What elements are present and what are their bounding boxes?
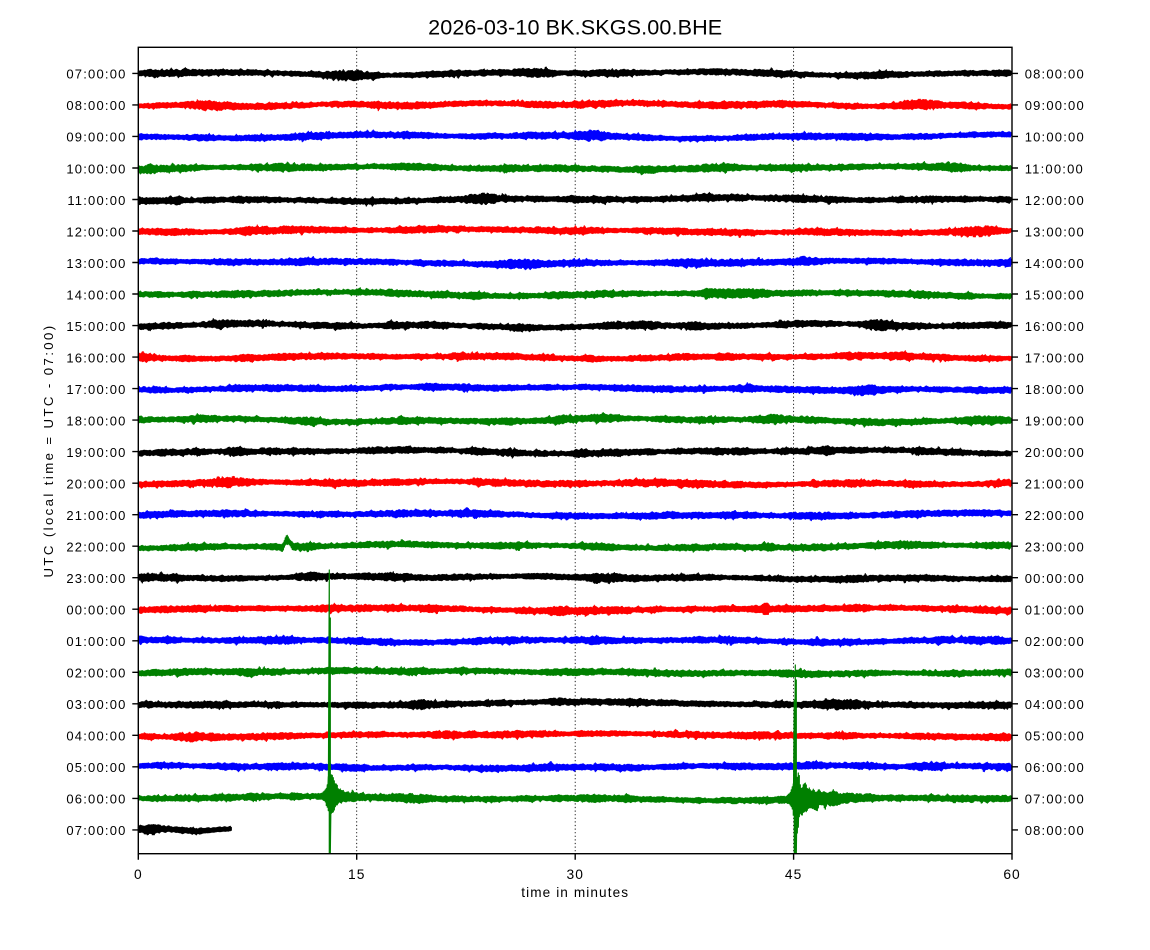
svg-text:45: 45 xyxy=(785,867,802,882)
svg-text:11:00:00: 11:00:00 xyxy=(1025,161,1084,176)
svg-text:03:00:00: 03:00:00 xyxy=(1025,666,1085,681)
svg-text:14:00:00: 14:00:00 xyxy=(1025,256,1085,271)
svg-text:17:00:00: 17:00:00 xyxy=(1025,350,1085,365)
svg-text:2026-03-10 BK.SKGS.00.BHE: 2026-03-10 BK.SKGS.00.BHE xyxy=(428,15,722,40)
svg-text:06:00:00: 06:00:00 xyxy=(1025,760,1085,775)
svg-text:19:00:00: 19:00:00 xyxy=(1025,413,1085,428)
svg-text:05:00:00: 05:00:00 xyxy=(66,760,126,775)
svg-text:21:00:00: 21:00:00 xyxy=(66,508,126,523)
svg-text:08:00:00: 08:00:00 xyxy=(1025,67,1085,82)
svg-text:17:00:00: 17:00:00 xyxy=(66,382,126,397)
svg-text:18:00:00: 18:00:00 xyxy=(1025,382,1085,397)
svg-text:13:00:00: 13:00:00 xyxy=(66,256,126,271)
svg-text:02:00:00: 02:00:00 xyxy=(66,666,126,681)
svg-text:03:00:00: 03:00:00 xyxy=(66,697,126,712)
svg-text:18:00:00: 18:00:00 xyxy=(66,413,126,428)
svg-text:13:00:00: 13:00:00 xyxy=(1025,224,1085,239)
svg-text:02:00:00: 02:00:00 xyxy=(1025,634,1085,649)
svg-text:30: 30 xyxy=(567,867,584,882)
svg-text:15: 15 xyxy=(348,867,365,882)
svg-text:00:00:00: 00:00:00 xyxy=(1025,571,1085,586)
svg-text:14:00:00: 14:00:00 xyxy=(66,287,126,302)
svg-text:08:00:00: 08:00:00 xyxy=(66,98,126,113)
svg-text:0: 0 xyxy=(134,867,143,882)
svg-text:08:00:00: 08:00:00 xyxy=(1025,823,1085,838)
svg-text:00:00:00: 00:00:00 xyxy=(66,603,126,618)
svg-text:UTC (local time = UTC - 07:00): UTC (local time = UTC - 07:00) xyxy=(41,323,56,577)
svg-text:09:00:00: 09:00:00 xyxy=(1025,98,1085,113)
svg-text:22:00:00: 22:00:00 xyxy=(1025,508,1085,523)
svg-text:15:00:00: 15:00:00 xyxy=(1025,287,1085,302)
svg-text:04:00:00: 04:00:00 xyxy=(66,729,126,744)
svg-text:12:00:00: 12:00:00 xyxy=(66,224,126,239)
svg-text:time in minutes: time in minutes xyxy=(521,885,629,900)
svg-text:60: 60 xyxy=(1003,867,1020,882)
svg-text:07:00:00: 07:00:00 xyxy=(66,67,126,82)
svg-text:04:00:00: 04:00:00 xyxy=(1025,697,1085,712)
svg-text:15:00:00: 15:00:00 xyxy=(66,319,126,334)
svg-text:23:00:00: 23:00:00 xyxy=(66,571,126,586)
svg-text:16:00:00: 16:00:00 xyxy=(1025,319,1085,334)
svg-text:09:00:00: 09:00:00 xyxy=(66,130,126,145)
svg-text:07:00:00: 07:00:00 xyxy=(66,823,126,838)
svg-text:10:00:00: 10:00:00 xyxy=(66,161,126,176)
svg-text:01:00:00: 01:00:00 xyxy=(1025,603,1085,618)
svg-text:05:00:00: 05:00:00 xyxy=(1025,729,1085,744)
svg-text:22:00:00: 22:00:00 xyxy=(66,540,126,555)
svg-text:20:00:00: 20:00:00 xyxy=(1025,445,1085,460)
svg-text:20:00:00: 20:00:00 xyxy=(66,477,126,492)
svg-text:10:00:00: 10:00:00 xyxy=(1025,130,1085,145)
svg-text:19:00:00: 19:00:00 xyxy=(66,445,126,460)
svg-text:01:00:00: 01:00:00 xyxy=(66,634,126,649)
svg-text:11:00:00: 11:00:00 xyxy=(67,193,126,208)
svg-text:21:00:00: 21:00:00 xyxy=(1025,477,1085,492)
svg-text:06:00:00: 06:00:00 xyxy=(66,792,126,807)
svg-text:16:00:00: 16:00:00 xyxy=(66,350,126,365)
svg-text:07:00:00: 07:00:00 xyxy=(1025,792,1085,807)
svg-text:23:00:00: 23:00:00 xyxy=(1025,540,1085,555)
svg-text:12:00:00: 12:00:00 xyxy=(1025,193,1085,208)
